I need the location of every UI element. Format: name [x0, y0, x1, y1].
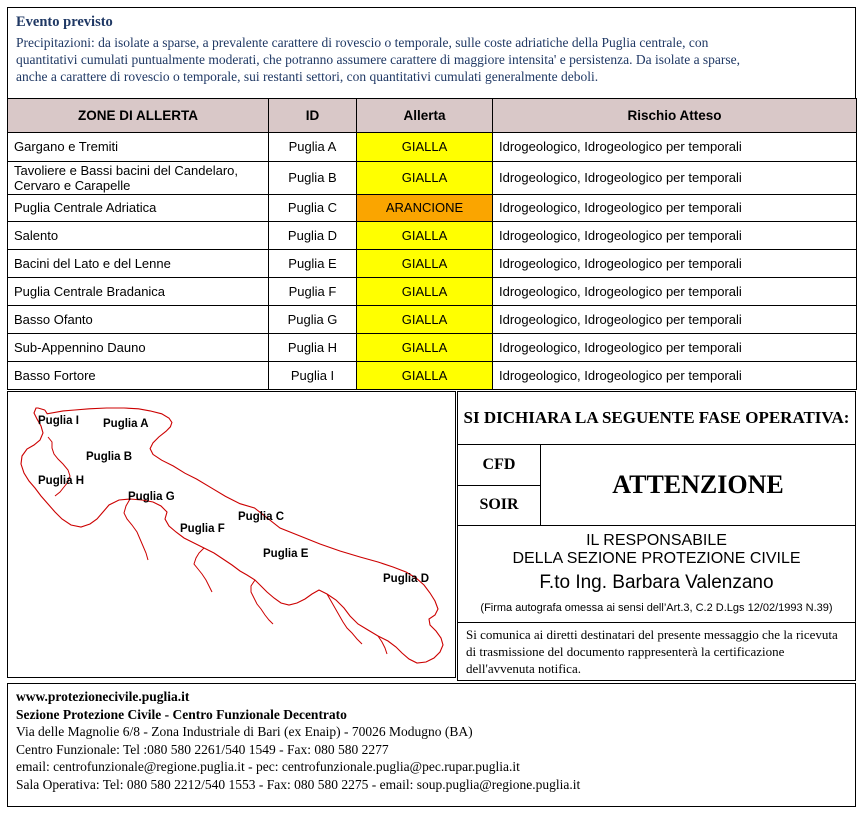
svg-text:Puglia C: Puglia C: [238, 511, 284, 523]
svg-text:Puglia B: Puglia B: [86, 451, 132, 463]
svg-text:Puglia D: Puglia D: [383, 573, 429, 585]
svg-text:Puglia I: Puglia I: [38, 415, 79, 427]
svg-text:Puglia G: Puglia G: [128, 491, 175, 503]
svg-text:Puglia E: Puglia E: [263, 548, 309, 560]
svg-text:Puglia F: Puglia F: [180, 523, 225, 535]
svg-text:Puglia H: Puglia H: [38, 475, 84, 487]
svg-text:Puglia A: Puglia A: [103, 418, 149, 430]
